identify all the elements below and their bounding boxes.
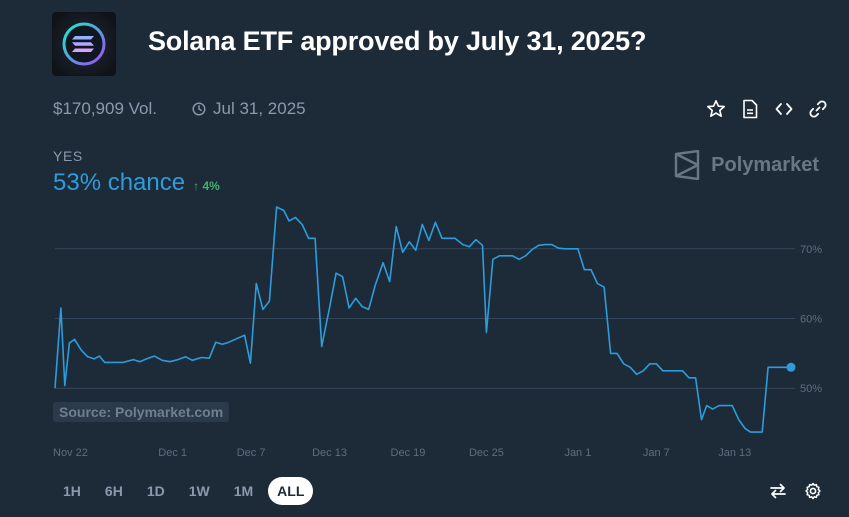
embed-button[interactable]: [773, 98, 795, 120]
clock-icon: [192, 102, 206, 116]
source-label: Source: Polymarket.com: [53, 402, 230, 422]
link-icon: [809, 100, 827, 118]
x-tick-label: Nov 22: [53, 447, 88, 459]
polymarket-logo-icon: [674, 150, 700, 180]
market-title: Solana ETF approved by July 31, 2025?: [148, 26, 647, 56]
y-tick-label: 70%: [800, 244, 822, 256]
solana-logo-icon: [52, 12, 116, 76]
x-tick-label: Dec 25: [469, 447, 504, 459]
end-date-label: Jul 31, 2025: [213, 99, 306, 118]
y-tick-label: 60%: [800, 314, 822, 326]
x-tick-label: Dec 1: [158, 447, 187, 459]
range-1m[interactable]: 1M: [233, 483, 254, 499]
price-chart: 50% 60% 70% Nov 22 Dec 1 Dec 7 Dec 13 Dec 19 De…: [53, 206, 822, 459]
x-tick-label: Jan 1: [564, 447, 591, 459]
document-icon: [743, 99, 758, 119]
end-date: Jul 31, 2025: [192, 99, 306, 119]
price-line: [54, 206, 791, 433]
range-all[interactable]: ALL: [268, 477, 314, 505]
market-actions: [705, 98, 829, 120]
time-range-selector: 1H 6H 1D 1W 1M ALL: [54, 477, 314, 505]
range-1h[interactable]: 1H: [63, 483, 81, 499]
range-1w[interactable]: 1W: [188, 483, 210, 499]
code-icon: [775, 103, 793, 115]
range-1d[interactable]: 1D: [146, 483, 165, 499]
chart-tools: [768, 481, 823, 501]
x-tick-label: Jan 13: [718, 447, 751, 459]
swap-icon: [770, 483, 786, 499]
copy-link-button[interactable]: [807, 98, 829, 120]
volume-text: $170,909 Vol.: [53, 99, 157, 118]
brand-name: Polymarket: [711, 153, 819, 176]
range-6h[interactable]: 6H: [104, 483, 123, 499]
chance-value: 53% chance: [53, 169, 186, 196]
star-icon: [706, 99, 726, 118]
rules-button[interactable]: [739, 98, 761, 120]
bookmark-button[interactable]: [705, 98, 727, 120]
x-tick-label: Dec 19: [391, 447, 426, 459]
polymarket-brand: Polymarket: [673, 150, 819, 180]
arrow-up-icon: ↑: [193, 179, 200, 193]
chance-delta: ↑ 4%: [193, 179, 220, 193]
current-price-dot: [786, 362, 796, 372]
chart-settings-button[interactable]: [803, 481, 823, 501]
gear-icon: [805, 482, 821, 500]
chance-delta-value: 4%: [202, 179, 220, 193]
outcome-label: YES: [53, 148, 83, 164]
x-tick-label: Dec 7: [237, 447, 266, 459]
x-tick-label: Jan 7: [643, 447, 670, 459]
swap-outcome-button[interactable]: [768, 481, 788, 501]
chance-row: 53% chance ↑ 4%: [53, 169, 220, 197]
y-tick-label: 50%: [800, 383, 822, 395]
market-logo: [52, 12, 116, 76]
x-tick-label: Dec 13: [312, 447, 347, 459]
